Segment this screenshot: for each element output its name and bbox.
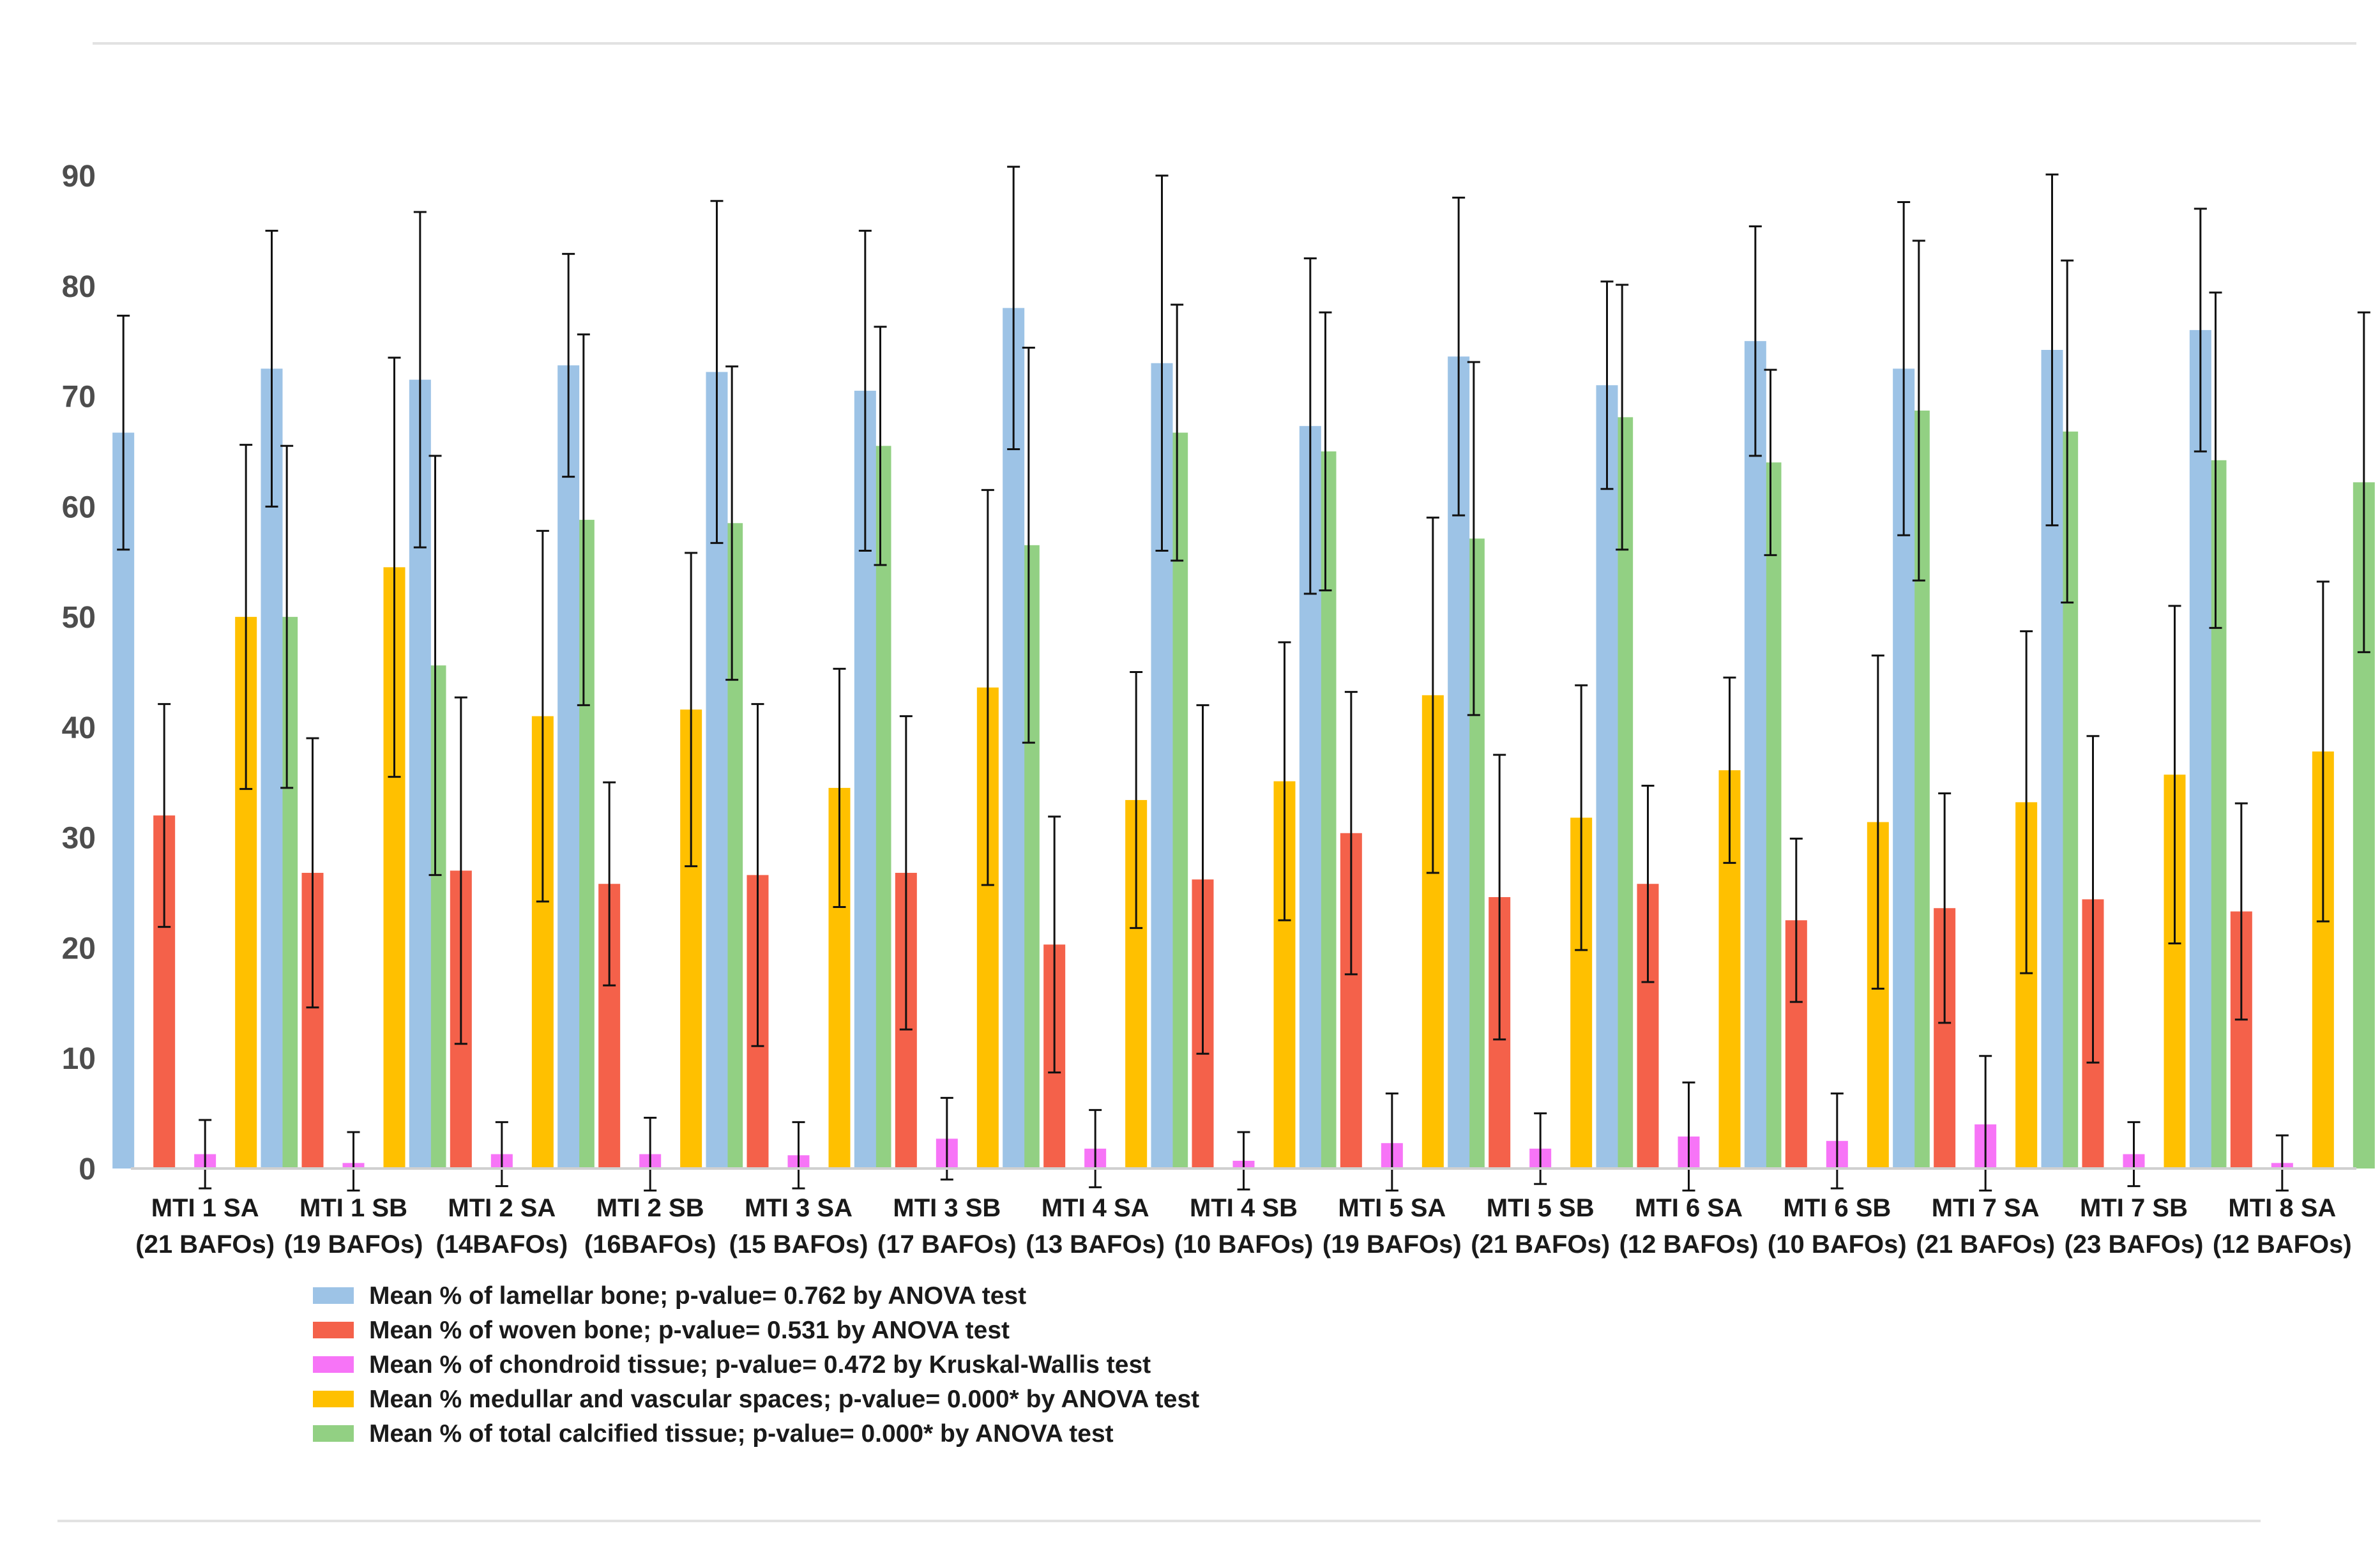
x-category-sublabel: (19 BAFOs) (284, 1230, 423, 1259)
y-tick-label: 20 (62, 932, 96, 965)
legend-swatch (313, 1322, 354, 1338)
x-category-sublabel: (16BAFOs) (584, 1230, 716, 1259)
y-tick-label: 30 (62, 822, 96, 856)
bar (1003, 308, 1025, 1168)
y-tick-label: 80 (62, 270, 96, 304)
x-category-label: MTI 2 SB (596, 1194, 704, 1222)
bar (2189, 329, 2211, 1168)
x-category-label: MTI 1 SA (151, 1194, 259, 1222)
x-category-sublabel: (12 BAFOs) (1619, 1230, 1759, 1259)
x-category-sublabel: (19 BAFOs) (1323, 1230, 1462, 1259)
x-category-sublabel: (21 BAFOs) (1471, 1230, 1610, 1259)
x-category-label: MTI 5 SB (1487, 1194, 1595, 1222)
x-category-sublabel: (12 BAFOs) (2213, 1230, 2352, 1259)
x-category-sublabel: (13 BAFOs) (1026, 1230, 1165, 1259)
bar (1596, 385, 1618, 1168)
x-category-label: MTI 3 SB (893, 1194, 1001, 1222)
x-category-sublabel: (23 BAFOs) (2065, 1230, 2204, 1259)
x-category-sublabel: (21 BAFOs) (1916, 1230, 2055, 1259)
x-category-label: MTI 5 SA (1338, 1194, 1446, 1222)
y-tick-label: 70 (62, 381, 96, 414)
bars-layer (112, 308, 2375, 1169)
y-axis: 0 10 20 30 40 50 60 70 80 90 (62, 160, 96, 1186)
x-category-label: MTI 8 SA (2228, 1194, 2336, 1222)
x-category-sublabel: (21 BAFOs) (135, 1230, 275, 1259)
x-category-label: MTI 4 SB (1190, 1194, 1298, 1222)
legend-label: Mean % medullar and vascular spaces; p-v… (369, 1386, 1199, 1413)
y-tick-label: 40 (62, 711, 96, 745)
x-category-sublabel: (14BAFOs) (436, 1230, 568, 1259)
legend-label: Mean % of chondroid tissue; p-value= 0.4… (369, 1351, 1151, 1379)
x-category-label: MTI 7 SA (1932, 1194, 2040, 1222)
legend-label: Mean % of total calcified tissue; p-valu… (369, 1420, 1114, 1448)
y-tick-label: 0 (79, 1153, 96, 1186)
x-category-label: MTI 4 SA (1042, 1194, 1149, 1222)
legend-swatch (313, 1356, 354, 1373)
x-category-sublabel: (17 BAFOs) (877, 1230, 1017, 1259)
bar (557, 365, 580, 1169)
legend-label: Mean % of lamellar bone; p-value= 0.762 … (369, 1282, 1026, 1310)
legend-swatch (313, 1391, 354, 1407)
x-category-sublabel: (10 BAFOs) (1768, 1230, 1907, 1259)
x-category-label: MTI 3 SA (745, 1194, 853, 1222)
legend: Mean % of lamellar bone; p-value= 0.762 … (313, 1282, 1199, 1448)
x-category-sublabel: (15 BAFOs) (729, 1230, 868, 1259)
y-tick-label: 50 (62, 601, 96, 635)
x-category-sublabel: (10 BAFOs) (1174, 1230, 1314, 1259)
legend-swatch (313, 1425, 354, 1442)
x-axis-labels: MTI 1 SA (21 BAFOs) MTI 1 SB (19 BAFOs) MTI … (135, 1194, 2351, 1259)
bar (1744, 341, 1766, 1168)
y-tick-label: 60 (62, 490, 96, 524)
bar (112, 432, 135, 1168)
legend-label: Mean % of woven bone; p-value= 0.531 by … (369, 1317, 1010, 1344)
y-tick-label: 90 (62, 160, 96, 193)
x-category-label: MTI 2 SA (448, 1194, 556, 1222)
x-category-label: MTI 6 SB (1783, 1194, 1891, 1222)
x-category-label: MTI 1 SB (299, 1194, 407, 1222)
legend-swatch (313, 1287, 354, 1304)
y-tick-label: 10 (62, 1042, 96, 1076)
x-category-label: MTI 6 SA (1635, 1194, 1743, 1222)
x-category-label: MTI 7 SB (2080, 1194, 2188, 1222)
error-bars-layer (117, 165, 2370, 1192)
